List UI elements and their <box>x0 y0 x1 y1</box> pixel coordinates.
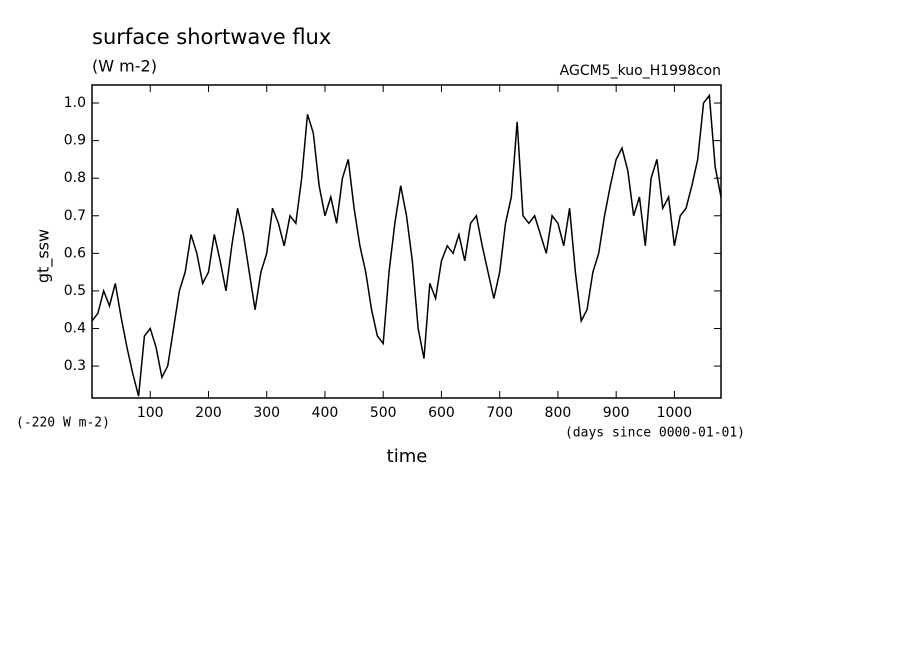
y-tick-label: 0.7 <box>64 208 86 224</box>
y-tick-label: 0.6 <box>64 245 86 261</box>
x-tick-label: 200 <box>195 405 222 421</box>
x-tick-label: 300 <box>253 405 280 421</box>
annotation: AGCM5_kuo_H1998con <box>560 63 721 79</box>
y-tick-label: 0.5 <box>64 283 86 299</box>
y-tick-label: 0.3 <box>64 358 86 374</box>
x-tick-label: 500 <box>370 405 397 421</box>
x-tick-label: 1000 <box>657 405 693 421</box>
x-tick-label: 700 <box>486 405 513 421</box>
y-tick-label: 0.4 <box>64 320 86 336</box>
chart-subtitle: (W m-2) <box>92 57 157 76</box>
offset-label: (-220 W m-2) <box>16 416 110 431</box>
plot-frame <box>91 84 722 399</box>
x-axis-label: time <box>387 446 428 467</box>
chart-title: surface shortwave flux <box>92 25 331 49</box>
y-tick-label: 0.8 <box>64 170 86 186</box>
data-line <box>91 93 722 397</box>
x-tick-label: 900 <box>603 405 630 421</box>
x-tick-label: 600 <box>428 405 455 421</box>
x-tick-label: 100 <box>137 405 164 421</box>
y-tick-label: 1.0 <box>64 95 86 111</box>
x-tick-label: 800 <box>545 405 572 421</box>
x-tick-label: 400 <box>312 405 339 421</box>
x-units-label: (days since 0000-01-01) <box>565 426 745 441</box>
y-tick-label: 0.9 <box>64 133 86 149</box>
y-axis-label: gt_ssw <box>34 229 54 283</box>
